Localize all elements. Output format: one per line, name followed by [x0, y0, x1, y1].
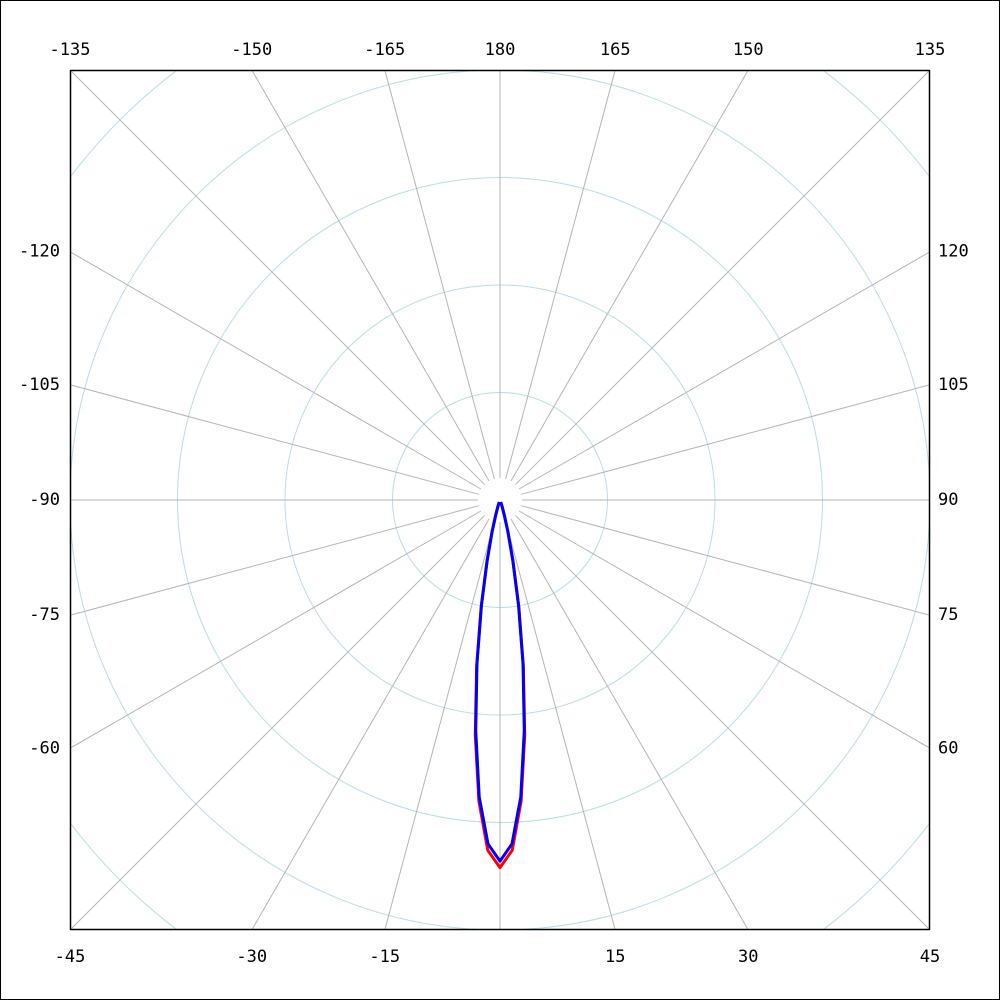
theta-tick-label: 90 — [938, 490, 958, 510]
theta-tick-label: 150 — [733, 40, 764, 60]
theta-tick-label: -30 — [236, 947, 267, 967]
theta-tick-label: -135 — [50, 40, 91, 60]
grid-radial — [521, 505, 930, 616]
theta-tick-label: 180 — [485, 40, 516, 60]
grid-radial — [515, 70, 930, 485]
theta-tick-label: 120 — [938, 242, 969, 262]
grid-radial — [505, 521, 616, 930]
theta-tick-label: 45 — [920, 947, 940, 967]
theta-tick-label: -75 — [29, 605, 60, 625]
theta-tick-label: 75 — [938, 605, 958, 625]
theta-tick-label: 60 — [938, 738, 958, 758]
series-line — [474, 501, 526, 863]
grid-radial — [70, 251, 482, 490]
theta-tick-label: 135 — [915, 40, 946, 60]
theta-tick-label: 105 — [938, 375, 969, 395]
grid-radial — [70, 510, 482, 749]
theta-tick-label: 165 — [600, 40, 631, 60]
theta-tick-label: -90 — [29, 490, 60, 510]
grid-radial — [518, 251, 930, 490]
theta-tick-label: -45 — [55, 947, 86, 967]
theta-tick-label: -120 — [19, 242, 60, 262]
theta-tick-label: -150 — [231, 40, 272, 60]
labels: 15 30 45 60 75 90 105 120 135 150 165 180 -165 -150 -1… — [19, 40, 969, 967]
plot-area — [473, 501, 527, 870]
theta-tick-label: -15 — [369, 947, 400, 967]
grid-radial — [70, 505, 479, 616]
grid-radial — [251, 518, 490, 930]
grid-radial — [510, 518, 749, 930]
grid-radial — [518, 510, 930, 749]
grid-radial — [510, 70, 749, 482]
grid-radial — [70, 515, 485, 930]
grid-radial — [384, 70, 495, 479]
grid-radial — [70, 70, 485, 485]
theta-tick-label: -165 — [364, 40, 405, 60]
grid-radial — [505, 70, 616, 479]
theta-tick-label: -60 — [29, 738, 60, 758]
grid-radial — [521, 384, 930, 495]
theta-tick-label: 30 — [738, 947, 758, 967]
grid-radial — [251, 70, 490, 482]
grid-radial — [384, 521, 495, 930]
plot-border — [69, 69, 931, 931]
theta-tick-label: -105 — [19, 375, 60, 395]
grid-radial — [515, 515, 930, 930]
theta-tick-label: 15 — [605, 947, 625, 967]
grid-radial — [70, 384, 479, 495]
